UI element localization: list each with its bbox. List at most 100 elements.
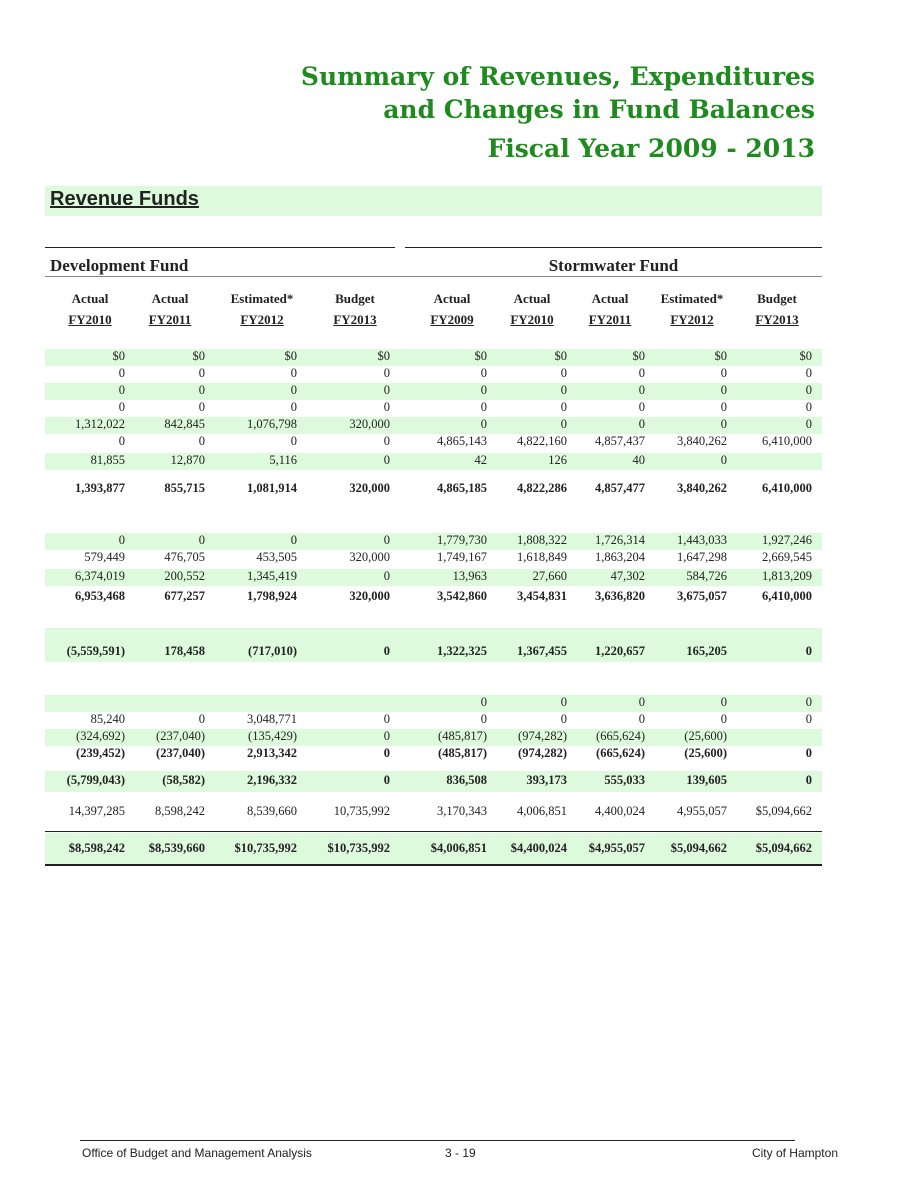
cell: 200,552 [164, 569, 205, 583]
cell: (239,452) [76, 746, 125, 760]
cell: $4,400,024 [510, 841, 567, 855]
row-band [45, 771, 822, 792]
column-head: Actual [433, 291, 471, 306]
cell: $0 [799, 349, 813, 363]
cell: 0 [560, 712, 567, 726]
row-band [45, 729, 822, 746]
cell: 8,539,660 [247, 804, 297, 818]
cell: 1,927,246 [762, 533, 812, 547]
cell: 3,170,343 [437, 804, 487, 818]
cell: 842,845 [164, 417, 205, 431]
cell: 6,410,000 [762, 481, 812, 495]
row-band [45, 417, 822, 434]
cell: $10,735,992 [327, 841, 391, 855]
cell: $5,094,662 [670, 841, 727, 855]
title-line: Fiscal Year 2009 - 2013 [487, 134, 815, 163]
rule [45, 831, 822, 832]
group-title: Development Fund [50, 256, 189, 275]
cell: (58,582) [162, 773, 205, 787]
cell: (237,040) [156, 746, 205, 760]
cell: 4,865,143 [437, 434, 487, 448]
cell: 0 [290, 366, 297, 380]
cell: 0 [720, 417, 727, 431]
cell: $0 [192, 349, 206, 363]
column-head: Estimated* [660, 291, 724, 306]
cell: 0 [118, 434, 125, 448]
cell: 6,374,019 [75, 569, 125, 583]
cell: 3,636,820 [595, 589, 645, 603]
column-head: FY2011 [148, 312, 192, 327]
cell: 3,048,771 [247, 712, 297, 726]
cell: 0 [118, 383, 125, 397]
cell: 0 [805, 773, 812, 787]
cell: 1,345,419 [247, 569, 297, 583]
cell: 1,618,849 [517, 550, 567, 564]
column-head: FY2012 [670, 312, 714, 327]
column-head: FY2013 [333, 312, 377, 327]
cell: $0 [714, 349, 728, 363]
cell: 0 [805, 400, 812, 414]
cell: 1,647,298 [677, 550, 727, 564]
cell: 0 [198, 533, 205, 547]
cell: 0 [290, 434, 297, 448]
cell: 0 [290, 533, 297, 547]
cell: 0 [198, 366, 205, 380]
cell: 0 [480, 695, 487, 709]
cell: 0 [805, 746, 812, 760]
cell: (974,282) [518, 729, 567, 743]
cell: 0 [383, 729, 390, 743]
column-head: Budget [757, 291, 797, 306]
cell: 178,458 [164, 644, 205, 658]
cell: 0 [560, 417, 567, 431]
cell: $0 [554, 349, 568, 363]
cell: 1,393,877 [75, 481, 125, 495]
cell: (485,817) [438, 729, 487, 743]
cell: 4,400,024 [595, 804, 645, 818]
column-head: Estimated* [230, 291, 294, 306]
column-head: FY2010 [68, 312, 112, 327]
cell: 1,443,033 [677, 533, 727, 547]
cell: 0 [720, 712, 727, 726]
cell: 1,367,455 [517, 644, 567, 658]
cell: 1,322,325 [437, 644, 487, 658]
cell: 0 [805, 695, 812, 709]
column-head: FY2012 [240, 312, 284, 327]
row-band [45, 695, 822, 712]
row-band [45, 383, 822, 400]
cell: 0 [805, 366, 812, 380]
cell: 836,508 [446, 773, 487, 787]
cell: 14,397,285 [68, 804, 125, 818]
cell: 3,840,262 [677, 481, 727, 495]
cell: 4,865,185 [437, 481, 487, 495]
cell: 5,116 [269, 453, 297, 467]
cell: 4,857,437 [595, 434, 645, 448]
cell: 0 [383, 644, 390, 658]
cell: 320,000 [349, 550, 390, 564]
cell: 0 [805, 712, 812, 726]
cell: 1,726,314 [595, 533, 645, 547]
cell: 6,953,468 [75, 589, 125, 603]
cell: 320,000 [349, 417, 390, 431]
cell: 0 [383, 712, 390, 726]
cell: 579,449 [84, 550, 125, 564]
cell: 0 [383, 366, 390, 380]
cell: 10,735,992 [333, 804, 390, 818]
row-band [45, 628, 822, 662]
cell: 2,669,545 [762, 550, 812, 564]
cell: 0 [383, 434, 390, 448]
cell: $5,094,662 [755, 804, 812, 818]
cell: 0 [383, 746, 390, 760]
cell: 555,033 [604, 773, 645, 787]
cell: 855,715 [164, 481, 205, 495]
cell: $4,955,057 [588, 841, 645, 855]
rule [45, 247, 395, 248]
cell: 12,870 [170, 453, 205, 467]
cell: 1,779,730 [437, 533, 487, 547]
cell: 13,963 [452, 569, 487, 583]
cell: 47,302 [610, 569, 645, 583]
cell: 0 [638, 400, 645, 414]
row-band [45, 453, 822, 470]
cell: (485,817) [438, 746, 487, 760]
cell: 1,220,657 [595, 644, 645, 658]
cell: 0 [560, 366, 567, 380]
